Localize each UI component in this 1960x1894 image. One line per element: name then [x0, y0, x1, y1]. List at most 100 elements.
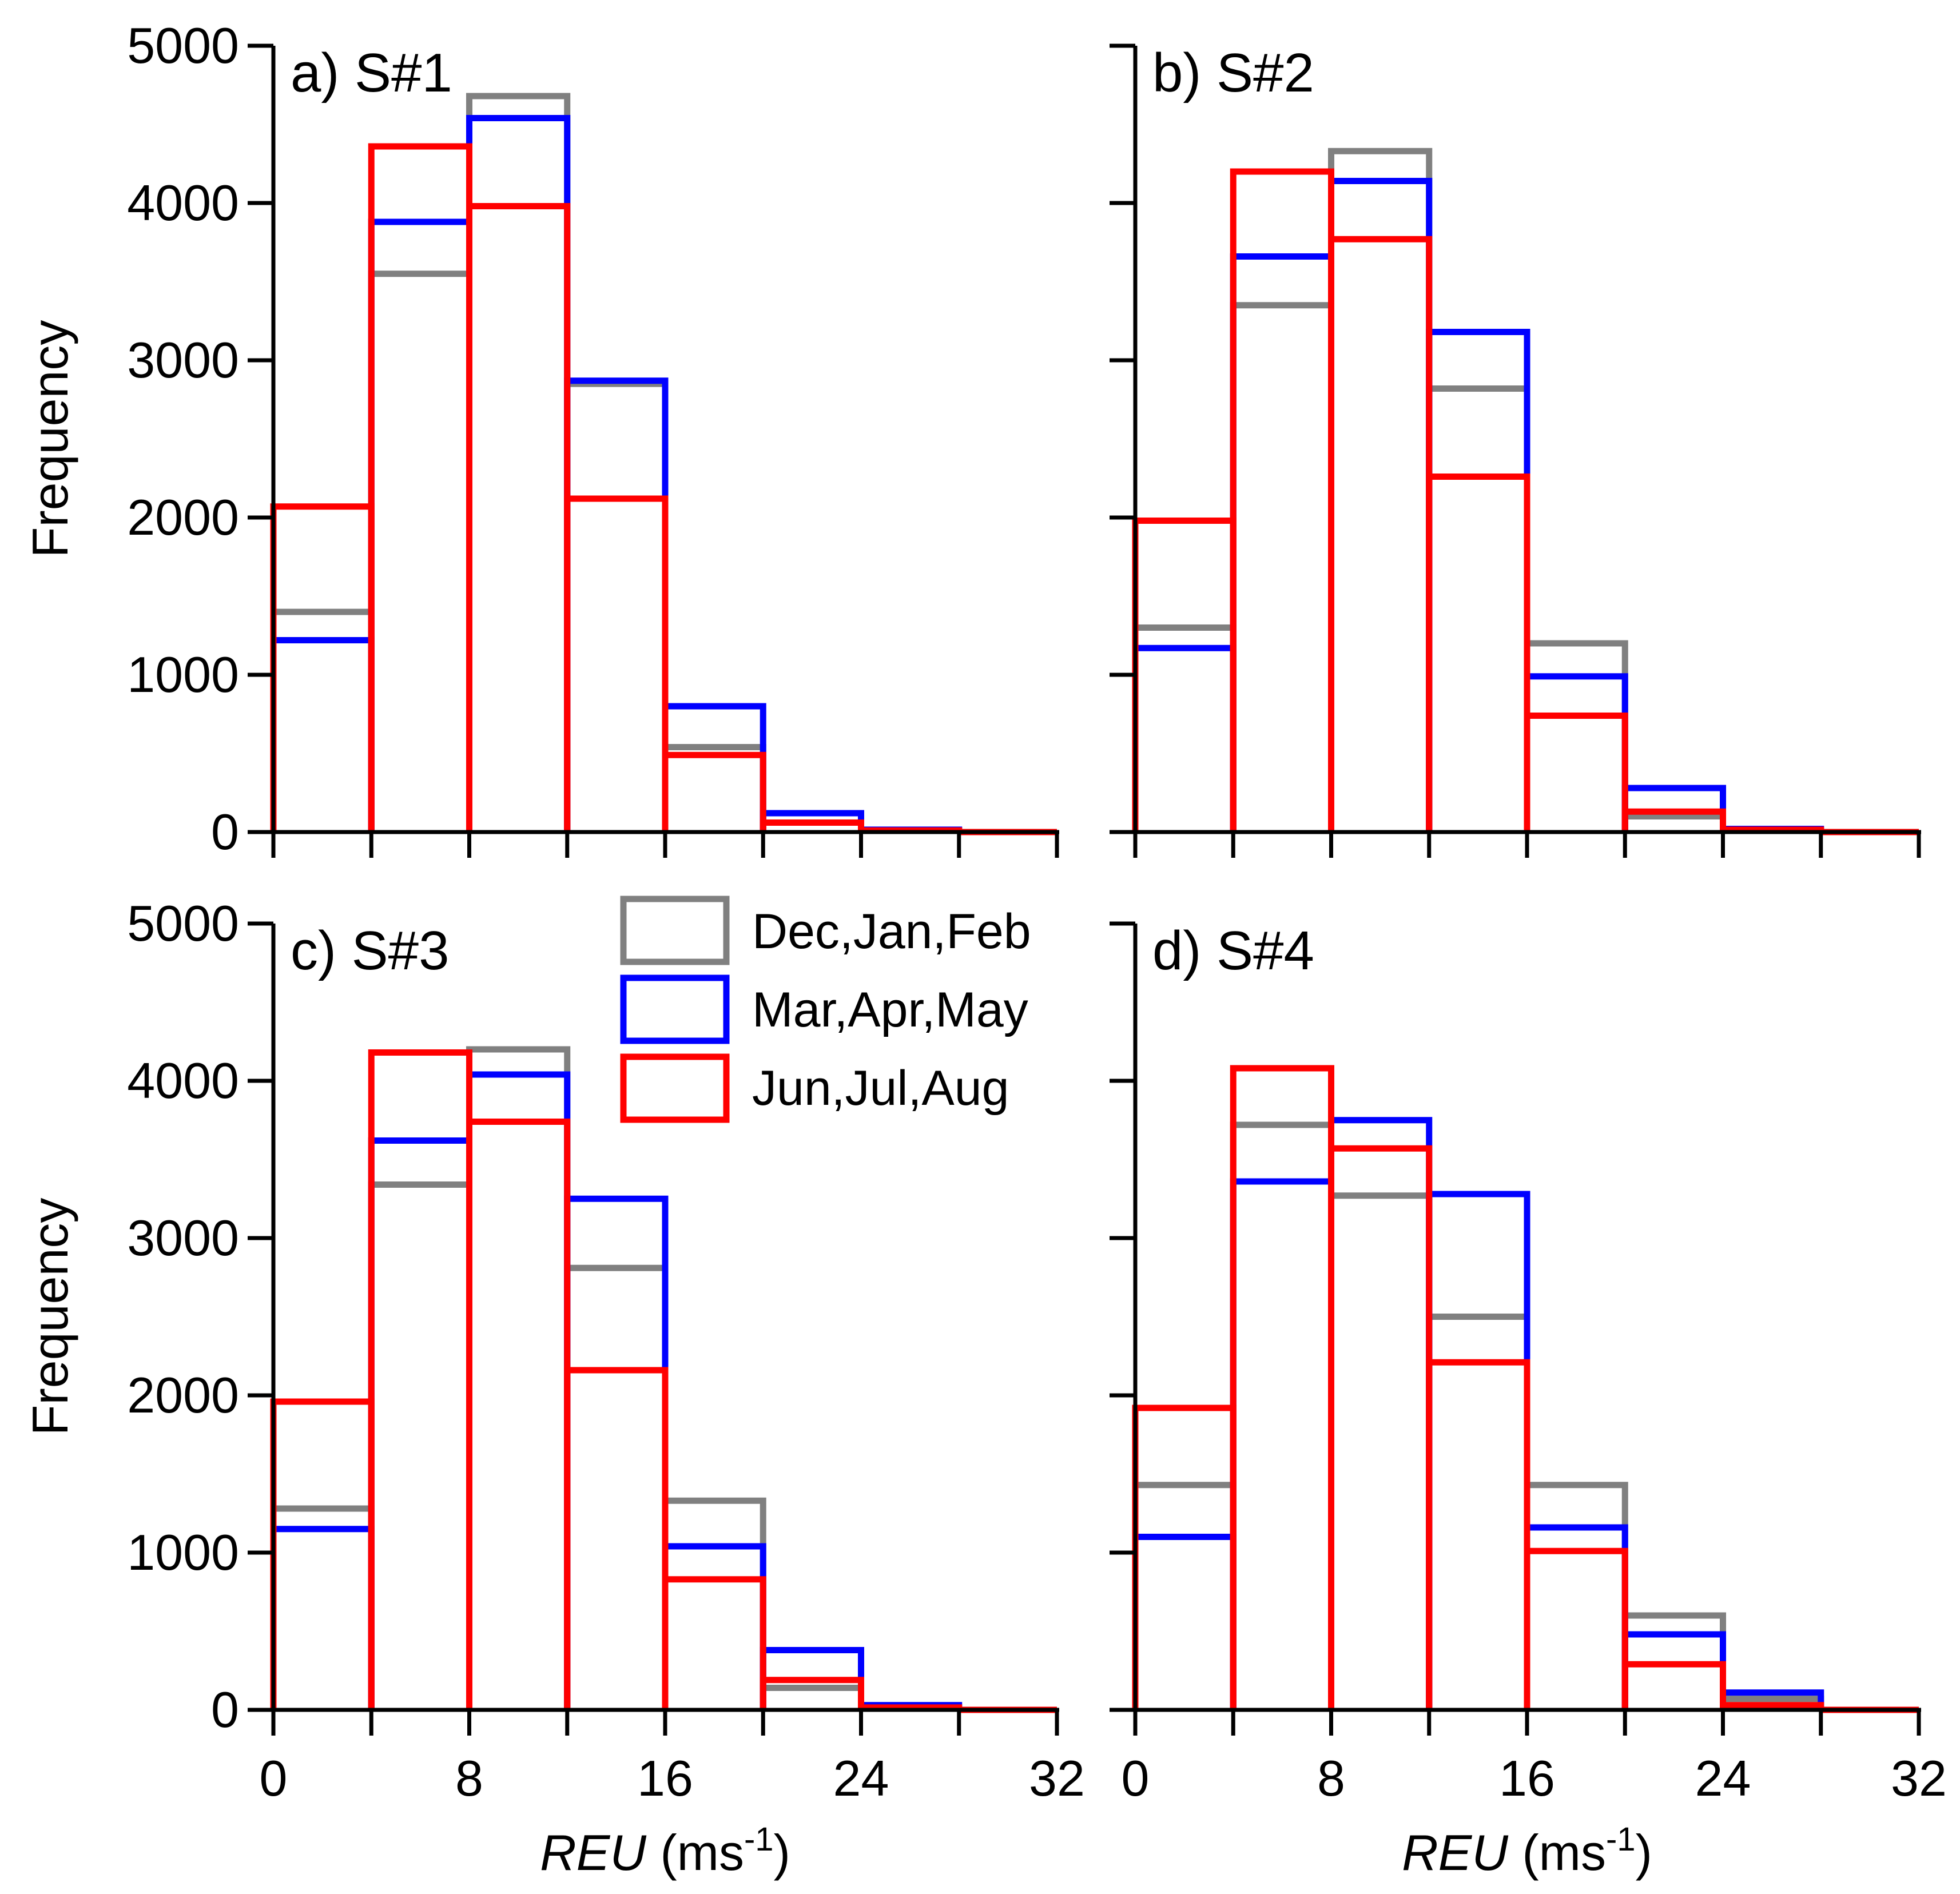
- bar-jja-bin-3: [1328, 1145, 1433, 1710]
- bar-djf-bin-2: [368, 1181, 472, 1710]
- bar-mam-bin-4: [564, 377, 669, 832]
- y-tick-label: 2000: [127, 489, 239, 546]
- x-tick-label: 32: [1891, 1750, 1947, 1807]
- y-tick-label: 3000: [127, 1209, 239, 1266]
- bar-djf-bin-5: [1524, 640, 1628, 832]
- bar-djf-bin-5: [1524, 1482, 1628, 1710]
- bar-mam-bin-5: [662, 703, 766, 832]
- bar-mam-bin-4: [1426, 1191, 1530, 1710]
- x-tick-label: 8: [1317, 1750, 1345, 1807]
- bar-djf-bin-1: [1132, 624, 1237, 832]
- y-axis-title: Frequency: [22, 320, 78, 558]
- y-tick-label: 1000: [127, 1524, 239, 1581]
- x-tick-label: 0: [260, 1750, 288, 1807]
- bar-djf-bin-4: [1426, 1314, 1530, 1710]
- x-tick-label: 8: [455, 1750, 483, 1807]
- bar-jja-bin-2: [1230, 168, 1334, 832]
- bar-mam-bin-5: [662, 1543, 766, 1710]
- bar-djf-bin-6: [1621, 813, 1726, 832]
- bar-djf-bin-5: [662, 1497, 766, 1710]
- bar-jja-bin-2: [368, 143, 472, 832]
- x-tick-label: 16: [1499, 1750, 1555, 1807]
- bar-djf-bin-4: [564, 1264, 669, 1710]
- bar-jja-bin-4: [1426, 1359, 1530, 1710]
- bar-mam-bin-2: [1230, 253, 1334, 832]
- legend-label-djf: Dec,Jan,Feb: [752, 904, 1031, 959]
- y-tick-label: 4000: [127, 1052, 239, 1109]
- bar-jja-bin-6: [760, 1677, 864, 1710]
- y-tick-label: 2000: [127, 1367, 239, 1423]
- bar-mam-bin-1: [1132, 1534, 1237, 1710]
- bar-jja-bin-5: [662, 1576, 766, 1710]
- bar-jja-bin-1: [270, 503, 375, 832]
- bar-mam-bin-3: [466, 1071, 571, 1710]
- bar-jja-bin-1: [1132, 1404, 1237, 1710]
- x-tick-label: 24: [1695, 1750, 1751, 1807]
- bar-mam-bin-3: [1328, 178, 1433, 832]
- bar-jja-bin-3: [466, 1119, 571, 1710]
- x-axis-title-unit: (ms: [1508, 1824, 1606, 1881]
- x-tick-label: 16: [637, 1750, 693, 1807]
- bar-mam-bin-2: [368, 218, 472, 832]
- bar-jja-bin-3: [466, 203, 571, 832]
- y-tick-label: 4000: [127, 174, 239, 231]
- panel-title: d) S#4: [1152, 920, 1314, 981]
- bar-djf-bin-4: [1426, 385, 1530, 832]
- bar-mam-bin-3: [1328, 1117, 1433, 1710]
- panel-title: b) S#2: [1152, 42, 1314, 104]
- y-tick-label: 1000: [127, 646, 239, 703]
- legend-label-mam: Mar,Apr,May: [752, 982, 1028, 1037]
- panel-2: b) S#2: [1110, 42, 1921, 858]
- bar-djf-bin-3: [1328, 148, 1433, 832]
- legend: Dec,Jan,Feb Mar,Apr,May Jun,Jul,Aug: [620, 896, 1031, 1123]
- bar-djf-bin-1: [270, 608, 375, 832]
- bar-djf-bin-3: [1328, 1192, 1433, 1710]
- bar-mam-bin-4: [564, 1195, 669, 1710]
- y-tick-label: 5000: [127, 895, 239, 952]
- bar-jja-bin-2: [1230, 1065, 1334, 1710]
- x-axis-title-superscript: -1: [744, 1821, 774, 1858]
- bar-mam-bin-1: [270, 1526, 375, 1710]
- bar-djf-bin-2: [1230, 1121, 1334, 1710]
- bar-djf-bin-5: [662, 744, 766, 832]
- panel-title: a) S#1: [291, 42, 452, 104]
- bar-jja-bin-2: [368, 1049, 472, 1710]
- bar-mam-bin-4: [1426, 329, 1530, 832]
- y-tick-label: 0: [211, 1681, 239, 1738]
- y-axis-title: Frequency: [22, 1198, 78, 1436]
- x-axis-title-superscript: -1: [1606, 1821, 1636, 1858]
- panel-4: 0 8 16 24 32 d) S#4 REU (ms-1): [1110, 920, 1947, 1881]
- bar-mam-bin-5: [1524, 1524, 1628, 1710]
- bar-jja-bin-5: [662, 751, 766, 832]
- y-tick-label: 0: [211, 803, 239, 860]
- x-axis-title-unit: (ms: [646, 1824, 744, 1881]
- bar-jja-bin-1: [1132, 518, 1237, 832]
- bar-jja-bin-5: [1524, 713, 1628, 832]
- legend-swatch-djf: [620, 896, 730, 965]
- x-axis-title: REU (ms-1): [540, 1821, 790, 1881]
- bar-jja-bin-4: [564, 1367, 669, 1710]
- bar-mam-bin-1: [270, 637, 375, 832]
- x-tick-label: 32: [1029, 1750, 1085, 1807]
- bar-jja-bin-1: [270, 1398, 375, 1710]
- bar-jja-bin-6: [1621, 1661, 1726, 1710]
- bar-mam-bin-2: [368, 1137, 472, 1710]
- panels-group: 0 1000 2000 3000 4000 5000 a) S#1 Frequency b) S…: [22, 17, 1947, 1881]
- bar-jja-bin-4: [1426, 474, 1530, 832]
- panel-1: 0 1000 2000 3000 4000 5000 a) S#1 Frequency: [22, 17, 1059, 860]
- legend-swatch-jja: [620, 1053, 730, 1123]
- x-axis-title-close: ): [1636, 1824, 1652, 1881]
- panel-3: 0 1000 2000 3000 4000 5000 0 8 16 24 32 c) S#3 Frequ…: [22, 895, 1085, 1881]
- bar-mam-bin-2: [1230, 1178, 1334, 1710]
- bar-djf-bin-4: [564, 380, 669, 832]
- x-axis-title: REU (ms-1): [1402, 1821, 1652, 1881]
- x-axis-title-variable: REU: [1402, 1824, 1508, 1881]
- panel-title: c) S#3: [291, 920, 449, 981]
- y-tick-label: 3000: [127, 332, 239, 388]
- bar-jja-bin-3: [1328, 236, 1433, 832]
- bar-jja-bin-5: [1524, 1547, 1628, 1710]
- x-tick-label: 24: [833, 1750, 889, 1807]
- x-axis-title-close: ): [774, 1824, 790, 1881]
- bar-jja-bin-6: [1621, 808, 1726, 832]
